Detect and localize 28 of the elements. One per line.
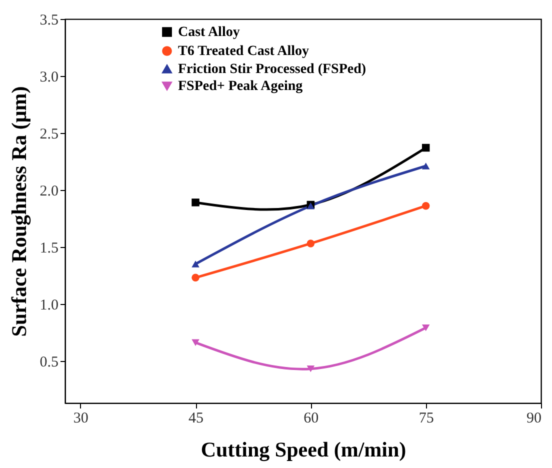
legend-label: Friction Stir Processed (FSPed) bbox=[178, 62, 366, 77]
point bbox=[192, 260, 200, 268]
point bbox=[422, 162, 430, 170]
x-tick-label: 60 bbox=[304, 410, 319, 426]
point bbox=[306, 240, 315, 248]
y-axis-title: Surface Roughness Ra (μm) bbox=[6, 86, 31, 337]
x-tick-label: 45 bbox=[188, 410, 204, 426]
legend-label: T6 Treated Cast Alloy bbox=[178, 44, 310, 59]
y-tick-label: 0.5 bbox=[40, 354, 58, 370]
y-tick-label: 3.0 bbox=[40, 69, 58, 86]
y-tick-label: 2.5 bbox=[40, 126, 58, 142]
x-tick-label: 75 bbox=[418, 410, 434, 426]
point bbox=[422, 144, 430, 152]
y-tick-label: 3.5 bbox=[40, 12, 58, 28]
x-tick-label: 90 bbox=[526, 410, 542, 426]
point bbox=[192, 339, 200, 346]
legend-label: FSPed+ Peak Ageing bbox=[178, 79, 303, 94]
point bbox=[422, 324, 430, 332]
y-tick-label: 1.5 bbox=[40, 240, 58, 256]
point bbox=[306, 365, 315, 372]
x-tick-label: 30 bbox=[73, 410, 88, 426]
y-tick-label: 1.0 bbox=[40, 297, 58, 314]
y-tick-label: 2.0 bbox=[40, 183, 58, 200]
point bbox=[192, 274, 200, 282]
x-axis-title: Cutting Speed (m/min) bbox=[200, 438, 406, 462]
point bbox=[192, 198, 200, 206]
point bbox=[422, 202, 430, 210]
legend-label: Cast Alloy bbox=[178, 25, 240, 40]
